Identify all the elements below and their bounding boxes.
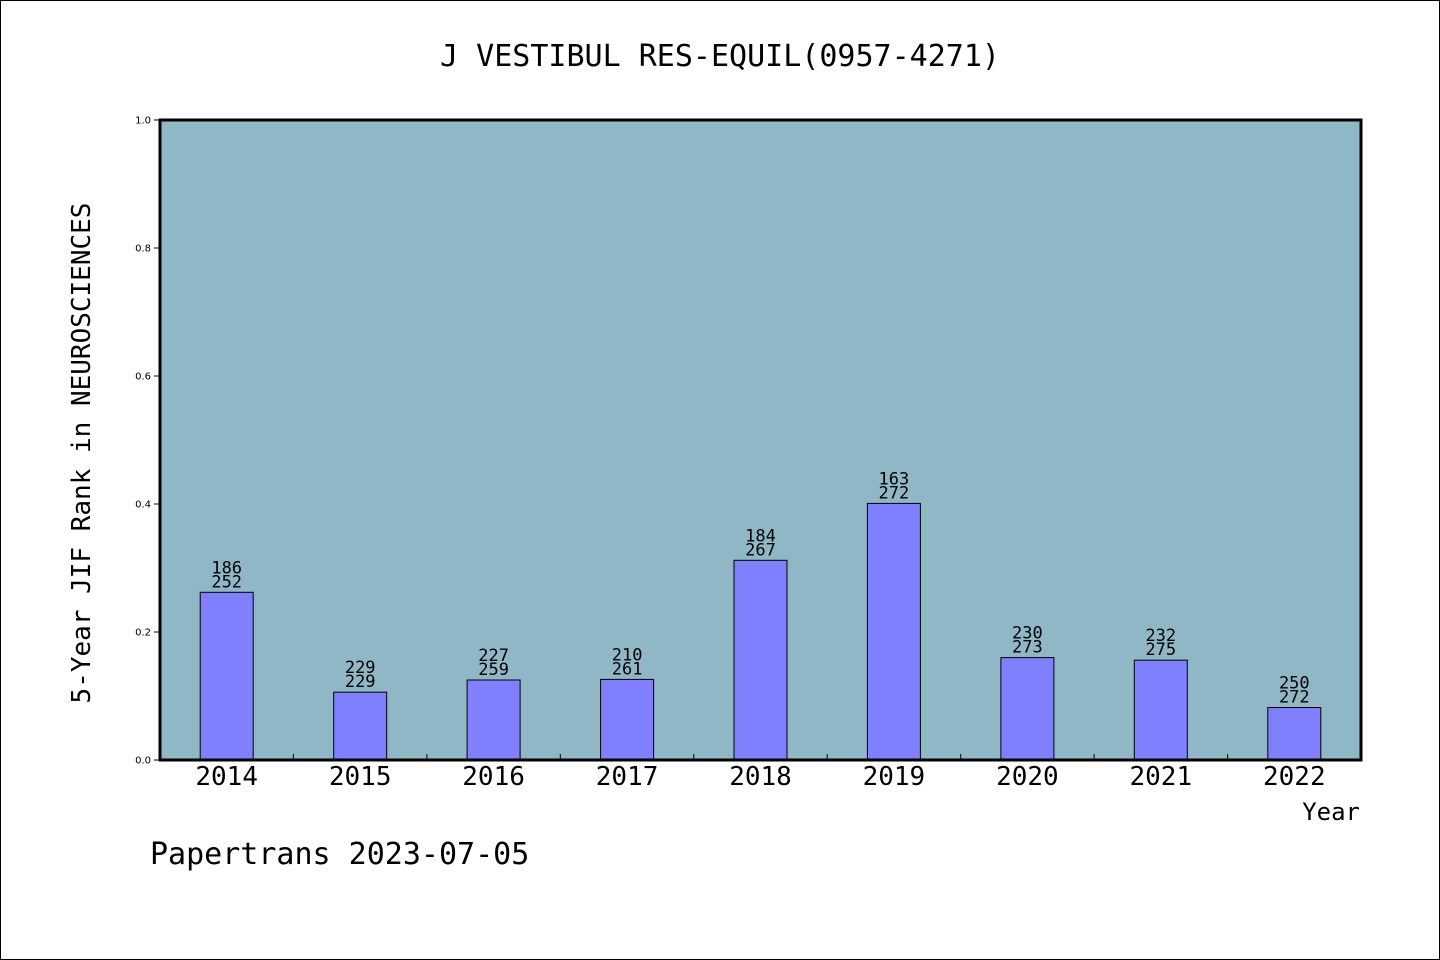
x-tick-label-2017: 2017 xyxy=(596,762,659,792)
bar-label-top-2022: 250 xyxy=(1279,674,1310,694)
y-tick-label: 0.2 xyxy=(135,628,151,639)
bar-label-top-2020: 230 xyxy=(1012,624,1043,644)
bar-2022 xyxy=(1267,707,1322,761)
x-tick-label-2022: 2022 xyxy=(1263,762,1326,792)
bar-2020 xyxy=(1000,657,1055,761)
bar-label-bottom-2014: 252 xyxy=(211,572,242,592)
bar-label-bottom-2015: 229 xyxy=(345,672,376,692)
y-tick-label: 0.4 xyxy=(135,500,151,511)
bar-label-top-2015: 229 xyxy=(345,658,376,678)
x-tick-label-2019: 2019 xyxy=(863,762,926,792)
x-tick-label-2021: 2021 xyxy=(1129,762,1192,792)
y-tick-label: 0.0 xyxy=(135,756,151,767)
x-axis: 2014 2015 2016 2017 2018 2019 2020 2021 2022 xyxy=(195,754,1326,792)
bar-label-bottom-2018: 267 xyxy=(745,540,776,560)
bar-label-top-2017: 210 xyxy=(612,645,643,665)
bar-label-bottom-2016: 259 xyxy=(478,660,509,680)
bar-label-bottom-2021: 275 xyxy=(1145,640,1176,660)
bar-label-top-2018: 184 xyxy=(745,526,776,546)
y-tick-label: 1.0 xyxy=(135,116,151,127)
bar-label-top-2019: 163 xyxy=(879,469,910,489)
y-tick-label: 0.8 xyxy=(135,244,151,255)
bar-label-top-2016: 227 xyxy=(478,646,509,666)
footer-credit: Papertrans 2023-07-05 xyxy=(150,837,529,872)
bar-2015 xyxy=(333,691,388,761)
x-tick-label-2020: 2020 xyxy=(996,762,1059,792)
bar-label-bottom-2022: 272 xyxy=(1279,688,1310,708)
bar-2016 xyxy=(466,679,521,761)
plot-border xyxy=(158,118,1363,762)
bar-label-bottom-2019: 272 xyxy=(879,483,910,503)
x-tick-label-2014: 2014 xyxy=(195,762,258,792)
bar-2021 xyxy=(1133,659,1188,761)
bar-series xyxy=(199,502,1322,761)
x-axis-label: Year xyxy=(1302,798,1360,826)
x-tick-label-2018: 2018 xyxy=(729,762,792,792)
x-tick-label-2016: 2016 xyxy=(462,762,525,792)
bar-value-labels: 1862522292292272592102611842671632722302… xyxy=(211,469,1309,707)
y-axis-label: 5-Year JIF Rank in NEUROSCIENCES xyxy=(67,203,97,704)
bar-2017 xyxy=(600,678,655,761)
bar-label-bottom-2020: 273 xyxy=(1012,638,1043,658)
chart-title: J VESTIBUL RES-EQUIL(0957-4271) xyxy=(440,39,1000,74)
y-tick-label: 0.6 xyxy=(135,372,151,383)
bar-2014 xyxy=(199,591,254,761)
bar-label-top-2014: 186 xyxy=(211,558,242,578)
bar-label-bottom-2017: 261 xyxy=(612,659,643,679)
bar-2019 xyxy=(866,502,921,761)
bar-label-top-2021: 232 xyxy=(1145,626,1176,646)
x-tick-label-2015: 2015 xyxy=(329,762,392,792)
bar-2018 xyxy=(733,559,788,761)
y-axis: 0.0 0.2 0.4 0.6 0.8 1.0 xyxy=(135,116,160,767)
